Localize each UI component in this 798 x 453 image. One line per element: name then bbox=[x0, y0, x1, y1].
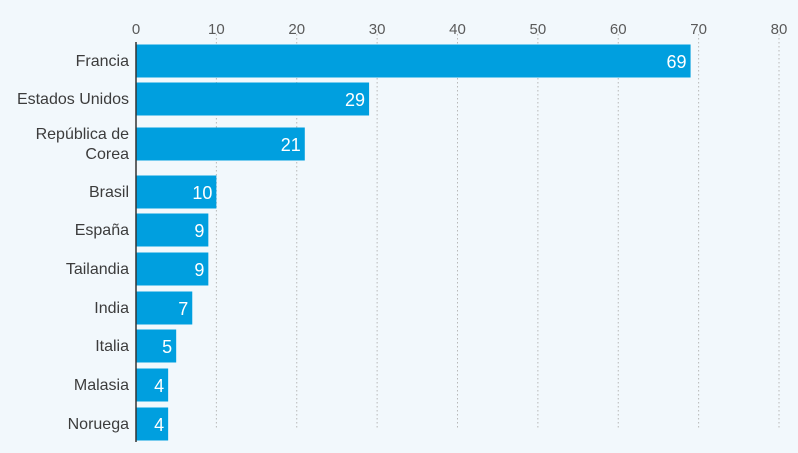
category-label: España bbox=[75, 222, 129, 239]
bar-value-label: 9 bbox=[194, 260, 204, 280]
bar-value-label: 29 bbox=[345, 90, 365, 110]
bar-value-label: 5 bbox=[162, 337, 172, 357]
x-tick-label: 40 bbox=[449, 21, 466, 38]
x-tick-label: 0 bbox=[132, 21, 140, 38]
bar bbox=[136, 127, 305, 161]
bar-value-label: 21 bbox=[281, 135, 301, 155]
category-label: India bbox=[94, 300, 129, 317]
bar bbox=[136, 44, 691, 78]
x-tick-label: 20 bbox=[288, 21, 305, 38]
bar-value-label: 9 bbox=[194, 221, 204, 241]
x-tick-label: 80 bbox=[771, 21, 788, 38]
x-tick-label: 70 bbox=[690, 21, 707, 38]
bar-value-label: 4 bbox=[154, 415, 164, 435]
bar bbox=[136, 329, 177, 363]
bar bbox=[136, 291, 193, 325]
bar bbox=[136, 252, 209, 286]
category-labels: Francia Estados Unidos República de Corea Br… bbox=[17, 53, 129, 433]
x-tick-label: 30 bbox=[369, 21, 386, 38]
category-label: República de bbox=[36, 126, 130, 143]
category-label: Noruega bbox=[68, 416, 129, 433]
bar-value-label: 10 bbox=[192, 183, 212, 203]
bar bbox=[136, 213, 209, 247]
bar-value-label: 69 bbox=[667, 52, 687, 72]
bar bbox=[136, 368, 169, 402]
category-label: Italia bbox=[95, 338, 129, 355]
x-tick-label: 10 bbox=[208, 21, 225, 38]
category-label: Francia bbox=[76, 53, 129, 70]
category-label: Estados Unidos bbox=[17, 91, 129, 108]
category-label: Tailandia bbox=[66, 261, 129, 278]
bar bbox=[136, 407, 169, 441]
x-tick-label: 50 bbox=[530, 21, 547, 38]
bar bbox=[136, 175, 217, 209]
category-label: Brasil bbox=[89, 184, 129, 201]
x-axis-ticks: 0 10 20 30 40 50 60 70 80 bbox=[132, 21, 788, 38]
bar-value-label: 4 bbox=[154, 376, 164, 396]
gridlines bbox=[215, 34, 780, 428]
bar-value-label: 7 bbox=[178, 299, 188, 319]
category-label: Malasia bbox=[74, 377, 129, 394]
category-label: Corea bbox=[85, 146, 129, 163]
bar bbox=[136, 82, 370, 116]
x-tick-label: 60 bbox=[610, 21, 627, 38]
